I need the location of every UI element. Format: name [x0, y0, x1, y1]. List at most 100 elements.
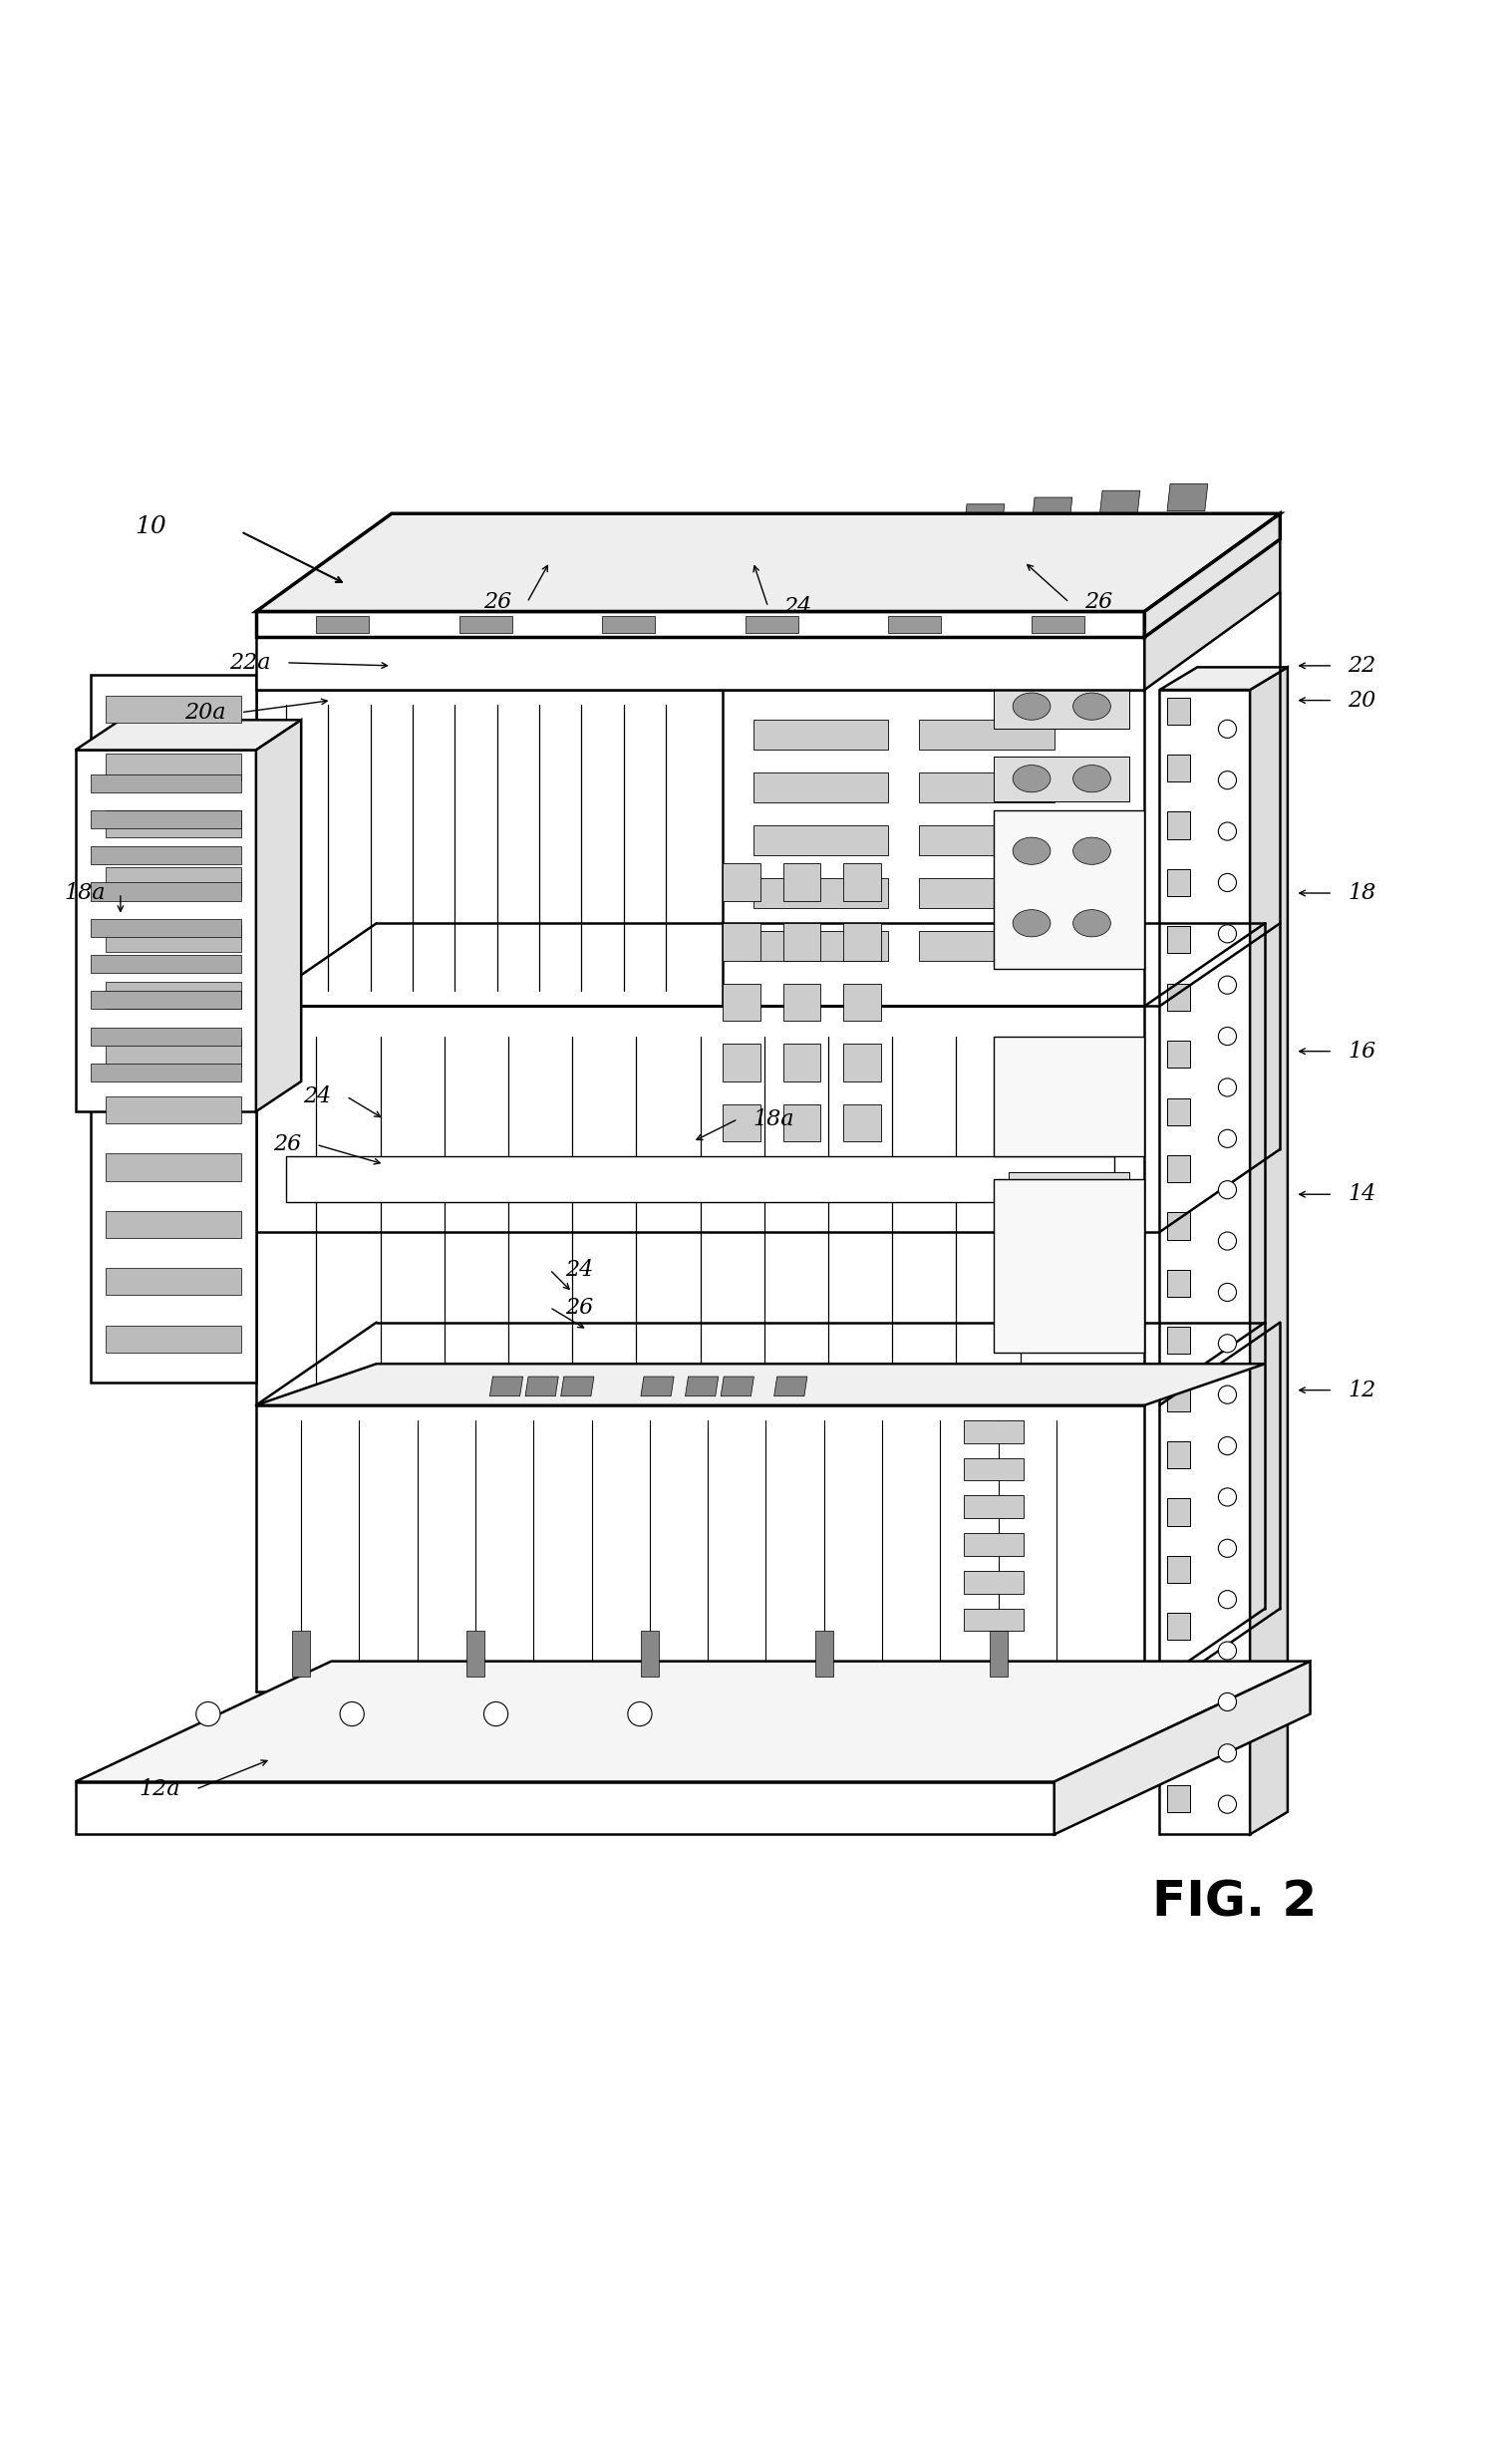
Polygon shape [286, 1156, 1114, 1202]
Ellipse shape [1012, 838, 1051, 865]
Ellipse shape [1072, 766, 1111, 793]
Polygon shape [745, 616, 798, 633]
Polygon shape [685, 1377, 718, 1397]
Polygon shape [105, 695, 241, 722]
Text: 26: 26 [565, 1296, 593, 1318]
Ellipse shape [1072, 838, 1111, 865]
Polygon shape [1099, 490, 1140, 517]
Polygon shape [783, 1104, 821, 1141]
Polygon shape [90, 1027, 241, 1045]
Circle shape [1218, 1385, 1236, 1404]
Polygon shape [1032, 616, 1084, 633]
Polygon shape [535, 547, 575, 574]
Polygon shape [90, 1064, 241, 1082]
Circle shape [1218, 1437, 1236, 1454]
Polygon shape [640, 1631, 658, 1676]
Polygon shape [1167, 1099, 1190, 1126]
Polygon shape [843, 924, 881, 961]
Polygon shape [989, 1631, 1008, 1676]
Circle shape [1218, 1129, 1236, 1148]
Text: 20: 20 [1348, 690, 1376, 712]
Polygon shape [90, 956, 241, 973]
Polygon shape [105, 754, 241, 781]
Text: 12a: 12a [140, 1779, 181, 1801]
Polygon shape [723, 862, 761, 902]
Circle shape [1218, 823, 1236, 840]
Circle shape [1218, 1540, 1236, 1557]
Ellipse shape [1012, 692, 1051, 719]
Polygon shape [994, 828, 1130, 875]
Polygon shape [783, 1045, 821, 1082]
Polygon shape [256, 540, 1280, 638]
Polygon shape [75, 749, 256, 1111]
Polygon shape [1167, 1555, 1190, 1582]
Polygon shape [783, 924, 821, 961]
Polygon shape [105, 811, 241, 838]
Circle shape [1218, 1180, 1236, 1200]
Polygon shape [105, 924, 241, 951]
Polygon shape [753, 719, 889, 749]
Circle shape [1218, 976, 1236, 993]
Polygon shape [1167, 1040, 1190, 1067]
Polygon shape [723, 924, 761, 961]
Polygon shape [1167, 1784, 1190, 1811]
Text: 18: 18 [1348, 882, 1376, 904]
Polygon shape [90, 811, 241, 828]
Polygon shape [753, 774, 889, 803]
Circle shape [1218, 875, 1236, 892]
Polygon shape [919, 825, 1054, 855]
Text: 20a: 20a [185, 702, 226, 724]
Polygon shape [256, 611, 1145, 638]
Polygon shape [919, 931, 1054, 961]
Polygon shape [1167, 1671, 1190, 1698]
Polygon shape [678, 532, 723, 559]
Polygon shape [1167, 754, 1190, 781]
Polygon shape [331, 567, 372, 594]
Text: FIG. 2: FIG. 2 [1152, 1878, 1318, 1927]
Text: 18a: 18a [65, 882, 105, 904]
Polygon shape [919, 719, 1054, 749]
Circle shape [1218, 1641, 1236, 1661]
Circle shape [1218, 924, 1236, 944]
Polygon shape [90, 848, 241, 865]
Text: 26: 26 [1084, 591, 1113, 614]
Circle shape [1218, 771, 1236, 788]
Polygon shape [994, 902, 1130, 946]
Polygon shape [1167, 1385, 1190, 1412]
Polygon shape [994, 1180, 1145, 1353]
Text: 14: 14 [1348, 1183, 1376, 1205]
Polygon shape [843, 983, 881, 1020]
Circle shape [1218, 1589, 1236, 1609]
Polygon shape [774, 1377, 807, 1397]
Polygon shape [90, 991, 241, 1010]
Polygon shape [843, 862, 881, 902]
Circle shape [1218, 1488, 1236, 1506]
Polygon shape [1167, 483, 1208, 510]
Polygon shape [602, 616, 655, 633]
Polygon shape [723, 1104, 761, 1141]
Polygon shape [1167, 1212, 1190, 1239]
Polygon shape [105, 1153, 241, 1180]
Polygon shape [459, 616, 512, 633]
Polygon shape [467, 1631, 485, 1676]
Polygon shape [964, 1533, 1024, 1555]
Polygon shape [815, 1631, 833, 1676]
Polygon shape [105, 1210, 241, 1237]
Polygon shape [1167, 870, 1190, 897]
Polygon shape [964, 1459, 1024, 1481]
Polygon shape [90, 774, 241, 793]
Polygon shape [105, 867, 241, 894]
Circle shape [1218, 1693, 1236, 1710]
Polygon shape [919, 774, 1054, 803]
Polygon shape [399, 562, 440, 589]
Polygon shape [316, 616, 369, 633]
Polygon shape [994, 811, 1145, 968]
Polygon shape [843, 1045, 881, 1082]
Polygon shape [256, 1363, 1265, 1404]
Ellipse shape [1012, 909, 1051, 936]
Circle shape [483, 1703, 508, 1725]
Polygon shape [1167, 1269, 1190, 1296]
Text: 24: 24 [783, 596, 812, 618]
Polygon shape [90, 882, 241, 902]
Polygon shape [1167, 1441, 1190, 1469]
